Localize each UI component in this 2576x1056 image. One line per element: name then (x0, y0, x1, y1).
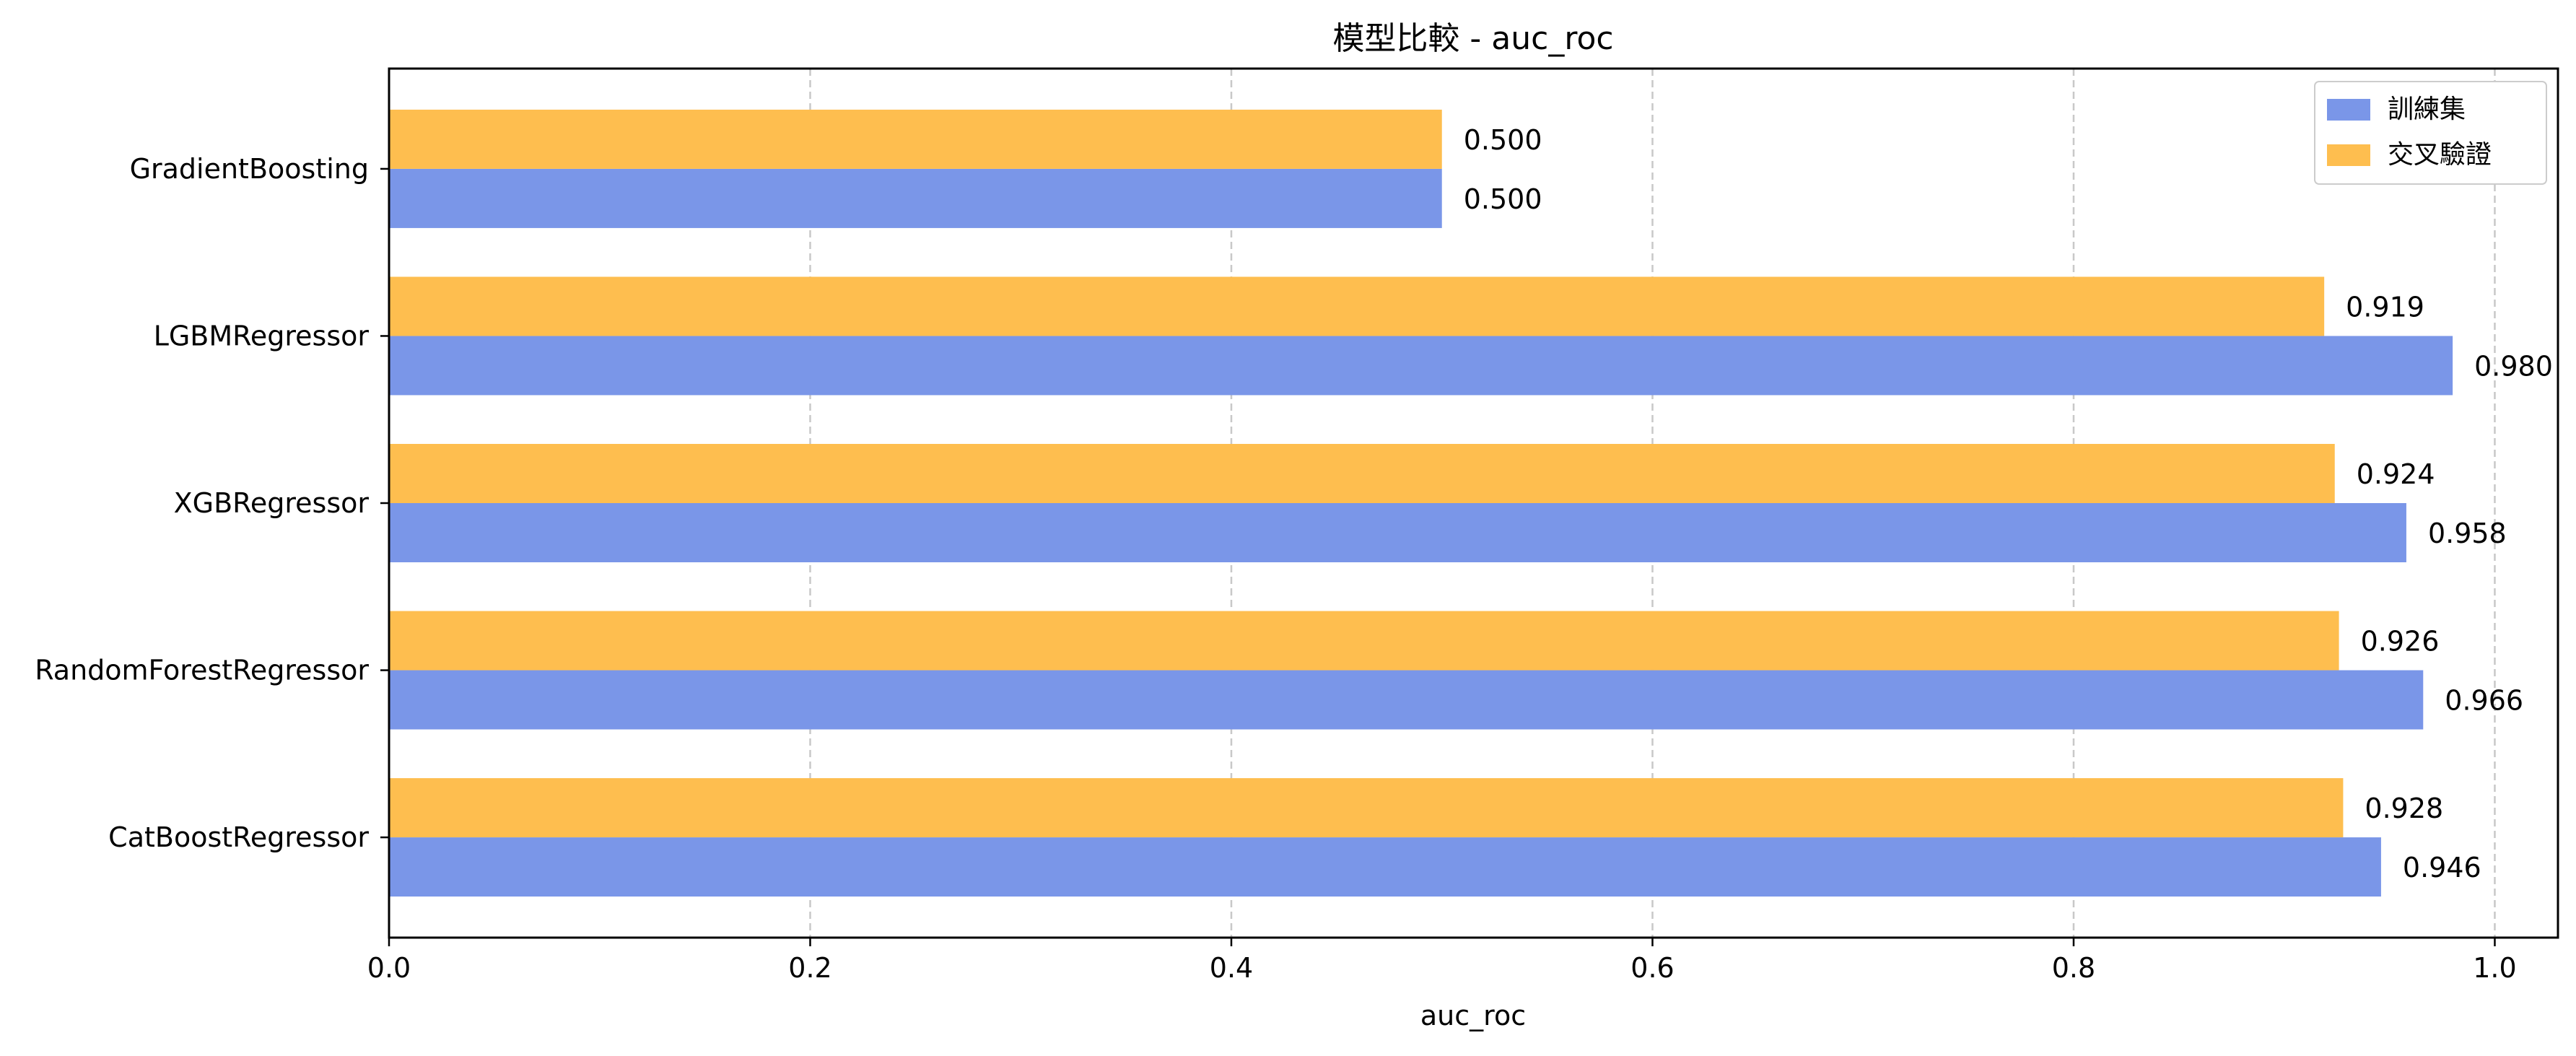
bar-value-label: 0.966 (2445, 685, 2523, 717)
bar-value-label: 0.958 (2428, 518, 2507, 549)
x-tick-label: 0.4 (1210, 952, 1253, 984)
x-tick-label: 0.2 (788, 952, 831, 984)
legend-label-cv: 交叉驗證 (2388, 140, 2492, 170)
y-tick-label: GradientBoosting (130, 153, 369, 185)
legend: 訓練集 交叉驗證 (2314, 81, 2547, 185)
bar-train (389, 336, 2453, 396)
legend-swatch-train (2327, 99, 2370, 121)
bars (389, 109, 2453, 897)
x-axis-ticks: 0.0 0.2 0.4 0.6 0.8 1.0 (367, 938, 2517, 984)
legend-frame (2314, 81, 2547, 185)
y-tick-label: XGBRegressor (174, 487, 370, 519)
bar-cv (389, 109, 1442, 169)
legend-swatch-cv (2327, 144, 2370, 166)
bar-train (389, 670, 2424, 730)
bar-cv (389, 778, 2344, 838)
bar-value-label: 0.946 (2403, 852, 2481, 883)
x-tick-label: 1.0 (2473, 952, 2516, 984)
bar-value-label: 0.928 (2365, 793, 2443, 824)
bar-cv (389, 611, 2339, 671)
bar-cv (389, 444, 2335, 503)
x-axis-label: auc_roc (1420, 1000, 1526, 1031)
chart-title: 模型比較 - auc_roc (1332, 20, 1613, 57)
y-tick-label: LGBMRegressor (154, 320, 370, 352)
bar-value-label: 0.924 (2357, 458, 2435, 490)
bar-value-label: 0.926 (2361, 626, 2440, 658)
bar-value-label: 0.500 (1464, 183, 1542, 215)
bar-train (389, 503, 2406, 562)
bar-cv (389, 276, 2325, 336)
x-tick-label: 0.8 (2052, 952, 2095, 984)
bar-value-label: 0.500 (1464, 124, 1542, 156)
y-tick-label: CatBoostRegressor (108, 821, 369, 853)
bar-value-labels: 0.500 0.500 0.980 0.919 0.958 0.924 0.9660.926… (1464, 124, 2553, 883)
y-axis-ticks: GradientBoosting LGBMRegressor XGBRegresso… (35, 153, 389, 853)
legend-label-train: 訓練集 (2388, 95, 2466, 124)
bar-value-label: 0.980 (2474, 350, 2553, 382)
bar-value-label: 0.919 (2346, 291, 2424, 323)
bar-train (389, 837, 2381, 897)
bar-train (389, 168, 1442, 228)
x-tick-label: 0.0 (367, 952, 411, 984)
x-tick-label: 0.6 (1630, 952, 1674, 984)
y-tick-label: RandomForestRegressor (35, 655, 369, 686)
